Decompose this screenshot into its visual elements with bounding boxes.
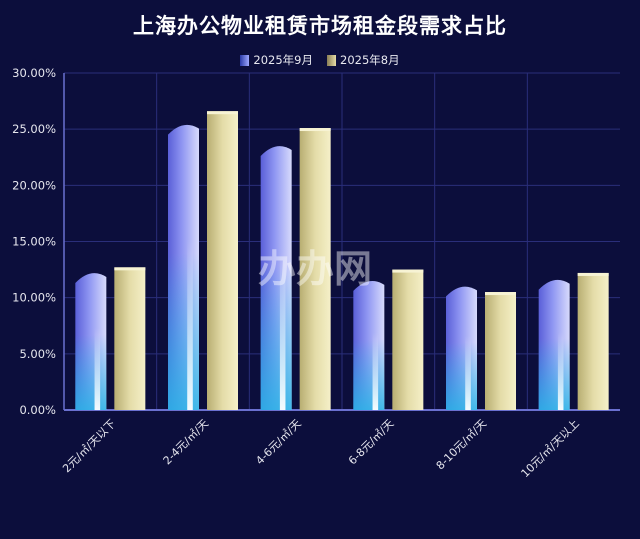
bar-aug-body xyxy=(392,269,424,410)
bar-aug-top xyxy=(577,272,609,276)
bar-aug-top xyxy=(485,292,516,296)
bar-aug-body xyxy=(299,128,331,410)
bar-sep[interactable] xyxy=(75,273,107,410)
bar-sep-glow xyxy=(168,253,199,410)
bar-aug-body xyxy=(114,267,146,410)
bar-sep-glow xyxy=(353,338,385,410)
bar-aug[interactable] xyxy=(114,267,146,410)
bar-sep-glow xyxy=(75,334,107,410)
y-tick-label: 0.00% xyxy=(19,403,56,417)
legend-swatch-aug xyxy=(327,54,336,66)
grid-layer xyxy=(63,72,620,411)
y-tick-label: 5.00% xyxy=(19,347,56,361)
bar-aug-top xyxy=(299,128,331,132)
bar-sep[interactable] xyxy=(168,124,199,410)
y-tick-label: 25.00% xyxy=(12,122,56,136)
bar-aug[interactable] xyxy=(485,292,516,410)
bar-aug-top xyxy=(114,267,146,271)
bar-sep-highlight xyxy=(557,331,564,410)
bar-aug-body xyxy=(485,292,516,410)
legend-item-sep[interactable]: 2025年9月 xyxy=(240,52,313,68)
bar-sep-glow xyxy=(260,264,292,410)
bar-sep-highlight xyxy=(279,251,286,410)
y-tick-label: 15.00% xyxy=(12,235,56,249)
bar-aug[interactable] xyxy=(577,272,609,410)
x-tick-label: 6-8元/㎡/天 xyxy=(346,417,396,467)
legend-label-aug: 2025年8月 xyxy=(340,53,400,67)
x-tick-label: 8-10元/㎡/天 xyxy=(434,417,489,472)
bar-sep[interactable] xyxy=(538,279,570,410)
chart-title: 上海办公物业租赁市场租金段需求占比 xyxy=(133,13,507,38)
x-tick-label: 2元/㎡/天以下 xyxy=(60,417,118,475)
bar-layer xyxy=(75,111,609,411)
watermark-logo: 办办网 xyxy=(257,247,372,291)
x-tick-label: 10元/㎡/天以上 xyxy=(519,417,582,480)
bar-aug-top xyxy=(207,111,238,115)
bar-sep-highlight xyxy=(187,238,193,410)
bar-aug-body xyxy=(577,272,609,410)
chart-legend: 2025年9月 2025年8月 xyxy=(0,52,640,68)
bar-sep-highlight xyxy=(465,335,471,410)
x-tick-label: 2-4元/㎡/天 xyxy=(161,417,211,467)
bar-aug[interactable] xyxy=(392,269,424,410)
bar-sep[interactable] xyxy=(353,280,385,410)
bar-sep[interactable] xyxy=(260,146,292,410)
legend-label-sep: 2025年9月 xyxy=(253,53,313,67)
x-tick-label: 4-6元/㎡/天 xyxy=(253,417,303,467)
y-tick-label: 10.00% xyxy=(12,291,56,305)
legend-item-aug[interactable]: 2025年8月 xyxy=(327,52,400,68)
bar-aug-top xyxy=(392,269,424,273)
legend-swatch-sep xyxy=(240,54,250,66)
bar-aug-body xyxy=(207,111,238,411)
bar-sep-highlight xyxy=(372,332,379,410)
bar-sep[interactable] xyxy=(446,286,477,410)
bar-sep-glow xyxy=(446,342,477,410)
bar-aug[interactable] xyxy=(299,128,331,410)
bar-sep-glow xyxy=(538,338,570,410)
bar-aug[interactable] xyxy=(207,111,238,411)
bar-sep-highlight xyxy=(94,327,101,410)
y-tick-label: 20.00% xyxy=(12,178,56,192)
y-tick-label: 30.00% xyxy=(12,66,56,80)
